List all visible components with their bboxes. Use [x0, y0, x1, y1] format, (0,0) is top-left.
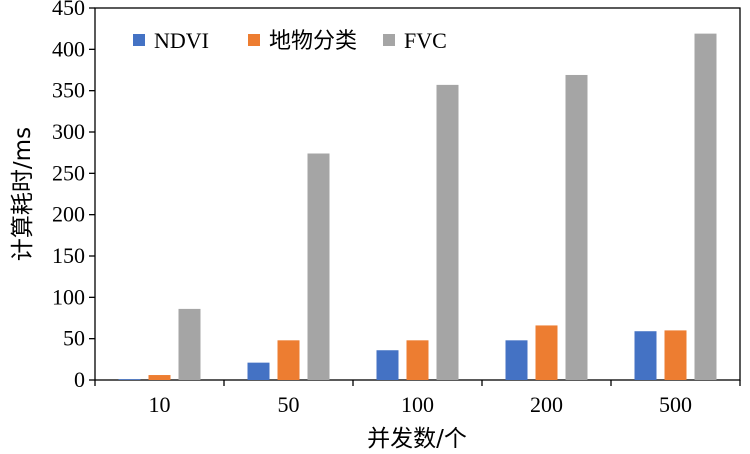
bar-地物分类-500: [664, 330, 687, 380]
legend-label-FVC: FVC: [404, 28, 447, 53]
bar-地物分类-100: [406, 340, 429, 380]
x-tick-label: 500: [659, 392, 692, 417]
y-tick-label: 350: [52, 78, 85, 103]
bar-NDVI-200: [505, 340, 528, 380]
legend: NDVI 地物分类 FVC: [133, 28, 447, 54]
x-tick-label: 50: [278, 392, 300, 417]
y-tick-label: 400: [52, 36, 85, 61]
x-axis-ticks: 10 50 100 200 500: [94, 380, 741, 417]
bar-FVC-50: [307, 153, 330, 380]
y-tick-label: 150: [52, 243, 85, 268]
bar-地物分类-50: [277, 340, 300, 380]
y-axis-ticks: 0 50 100 150 200 250 300 350 400 450: [52, 0, 95, 392]
y-tick-label: 0: [74, 367, 85, 392]
bar-FVC-500: [694, 33, 717, 380]
bar-FVC-100: [436, 84, 459, 380]
legend-swatch-NDVI: [133, 34, 145, 46]
legend-swatch-地物分类: [248, 34, 260, 46]
bar-NDVI-50: [247, 362, 270, 380]
bar-NDVI-10: [118, 379, 141, 380]
x-axis-title: 并发数/个: [367, 426, 467, 452]
bar-地物分类-200: [535, 325, 558, 380]
legend-label-NDVI: NDVI: [154, 28, 209, 53]
y-tick-label: 300: [52, 119, 85, 144]
bar-FVC-10: [178, 308, 201, 380]
bar-地物分类-10: [148, 375, 171, 380]
legend-label-地物分类: 地物分类: [269, 29, 357, 54]
bars-group: [118, 33, 717, 381]
legend-swatch-FVC: [383, 34, 395, 46]
bar-NDVI-500: [634, 331, 657, 380]
y-tick-label: 450: [52, 0, 85, 20]
x-tick-label: 10: [149, 392, 171, 417]
bar-FVC-200: [565, 74, 588, 381]
y-tick-label: 100: [52, 284, 85, 309]
y-tick-label: 50: [63, 326, 85, 351]
y-axis-title: 计算耗时/ms: [10, 127, 36, 261]
x-tick-label: 100: [401, 392, 434, 417]
y-tick-label: 250: [52, 160, 85, 185]
bar-NDVI-100: [376, 350, 399, 380]
x-tick-label: 200: [530, 392, 563, 417]
y-tick-label: 200: [52, 202, 85, 227]
